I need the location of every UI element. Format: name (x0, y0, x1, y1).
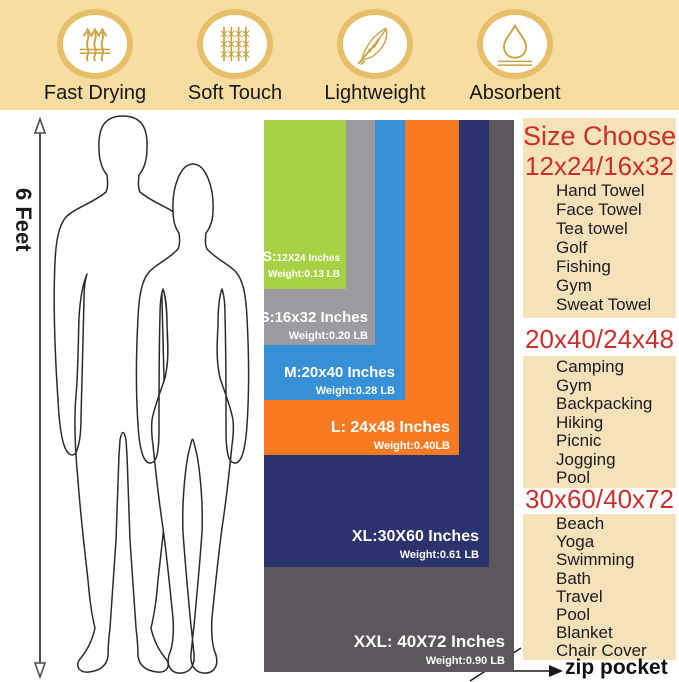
group-heading-large: 30x60/40x72 (525, 484, 674, 514)
use-case-item: Swimming (556, 550, 635, 570)
feature-label: Absorbent (469, 82, 561, 104)
height-label: 6 Feet (11, 188, 36, 252)
feature-label: Fast Drying (43, 82, 147, 104)
feature-band: Fast Drying Soft Touch Lightweight (0, 0, 679, 110)
use-case-item: Hand Towel (556, 181, 645, 200)
use-case-item: Pool (556, 468, 591, 487)
use-case-list-large: Beach Yoga Swimming Bath Travel Pool Blanket Ch… (523, 514, 676, 661)
size-guide-panel: Size Choose 12x24/16x32 Hand Towel Face T… (523, 118, 676, 682)
height-arrow (33, 116, 47, 680)
use-case-item: Gym (556, 276, 592, 295)
use-case-item: Gym (556, 375, 592, 395)
use-case-item: Jogging (556, 449, 616, 469)
size-guide-box-medium: Camping Gym Backpacking Hiking Picnic Jogging… (523, 356, 676, 488)
use-case-list-medium: Camping Gym Backpacking Hiking Picnic Jogging… (523, 357, 676, 488)
woman-outline-figure (135, 163, 250, 674)
size-rect-label: M:20x40 Inches Weight:0.28 LB (284, 363, 395, 397)
feather-icon (357, 27, 388, 65)
use-case-item: Picnic (556, 431, 602, 450)
group-heading-small: 12x24/16x32 (525, 151, 674, 181)
size-rect-label: XL:30X60 Inches Weight:0.61 LB (351, 527, 479, 561)
waterdrop-icon (497, 23, 533, 66)
size-rect-label: L: 24x48 Inches Weight:0.40LB (330, 418, 450, 452)
feature-lightweight: Lightweight (305, 0, 445, 105)
use-case-item: Sweat Towel (556, 295, 652, 314)
use-case-item: Face Towel (556, 200, 642, 219)
use-case-item: Tea towel (556, 219, 628, 238)
use-case-list-small: Hand Towel Face Towel Tea towel Golf Fishing… (523, 181, 676, 314)
feature-soft-touch: Soft Touch (165, 0, 305, 105)
feature-label: Soft Touch (187, 82, 283, 104)
size-guide-box-large: Beach Yoga Swimming Bath Travel Pool Blanket Ch… (523, 514, 676, 660)
use-case-item: Backpacking (556, 394, 653, 413)
use-case-item: Travel (556, 586, 603, 606)
size-guide-box-small: Size Choose 12x24/16x32 Hand Towel Face T… (523, 118, 676, 318)
use-case-item: Bath (556, 568, 591, 588)
size-rect-label: XXL: 40X72 Inches Weight:0.90 LB (353, 631, 505, 667)
icon-ring (477, 9, 553, 79)
use-case-item: Blanket (556, 623, 613, 643)
feature-label: Lightweight (324, 82, 426, 104)
zip-pocket-label: zip pocket (565, 656, 668, 679)
icon-ring (57, 9, 133, 79)
use-case-item: Fishing (556, 257, 611, 276)
panel-title: Size Choose (523, 121, 677, 151)
feature-absorbent: Absorbent (445, 0, 585, 105)
group-heading-medium: 20x40/24x48 (525, 324, 674, 354)
use-case-item: Camping (556, 357, 625, 376)
use-case-item: Yoga (556, 532, 595, 552)
use-case-item: Beach (556, 514, 605, 533)
size-rect-label: XS:12X24 Inches Weight:0.13 LB (253, 247, 340, 280)
steam-icon (79, 27, 111, 62)
use-case-item: Chair Cover (556, 641, 647, 661)
mesh-icon (220, 26, 250, 62)
use-case-item: Hiking (556, 412, 604, 432)
icon-ring (337, 9, 413, 79)
use-case-item: Golf (556, 238, 588, 257)
feature-fast-drying: Fast Drying (25, 0, 165, 105)
use-case-item: Pool (556, 605, 591, 625)
size-rect-xs: XS:12X24 Inches Weight:0.13 LB (253, 120, 346, 289)
size-rect-label: S:16x32 Inches Weight:0.20 LB (259, 308, 368, 342)
icon-ring (197, 9, 273, 79)
towel-size-chart: XS:12X24 Inches Weight:0.13 LB S:16x32 Inc… (253, 120, 514, 672)
